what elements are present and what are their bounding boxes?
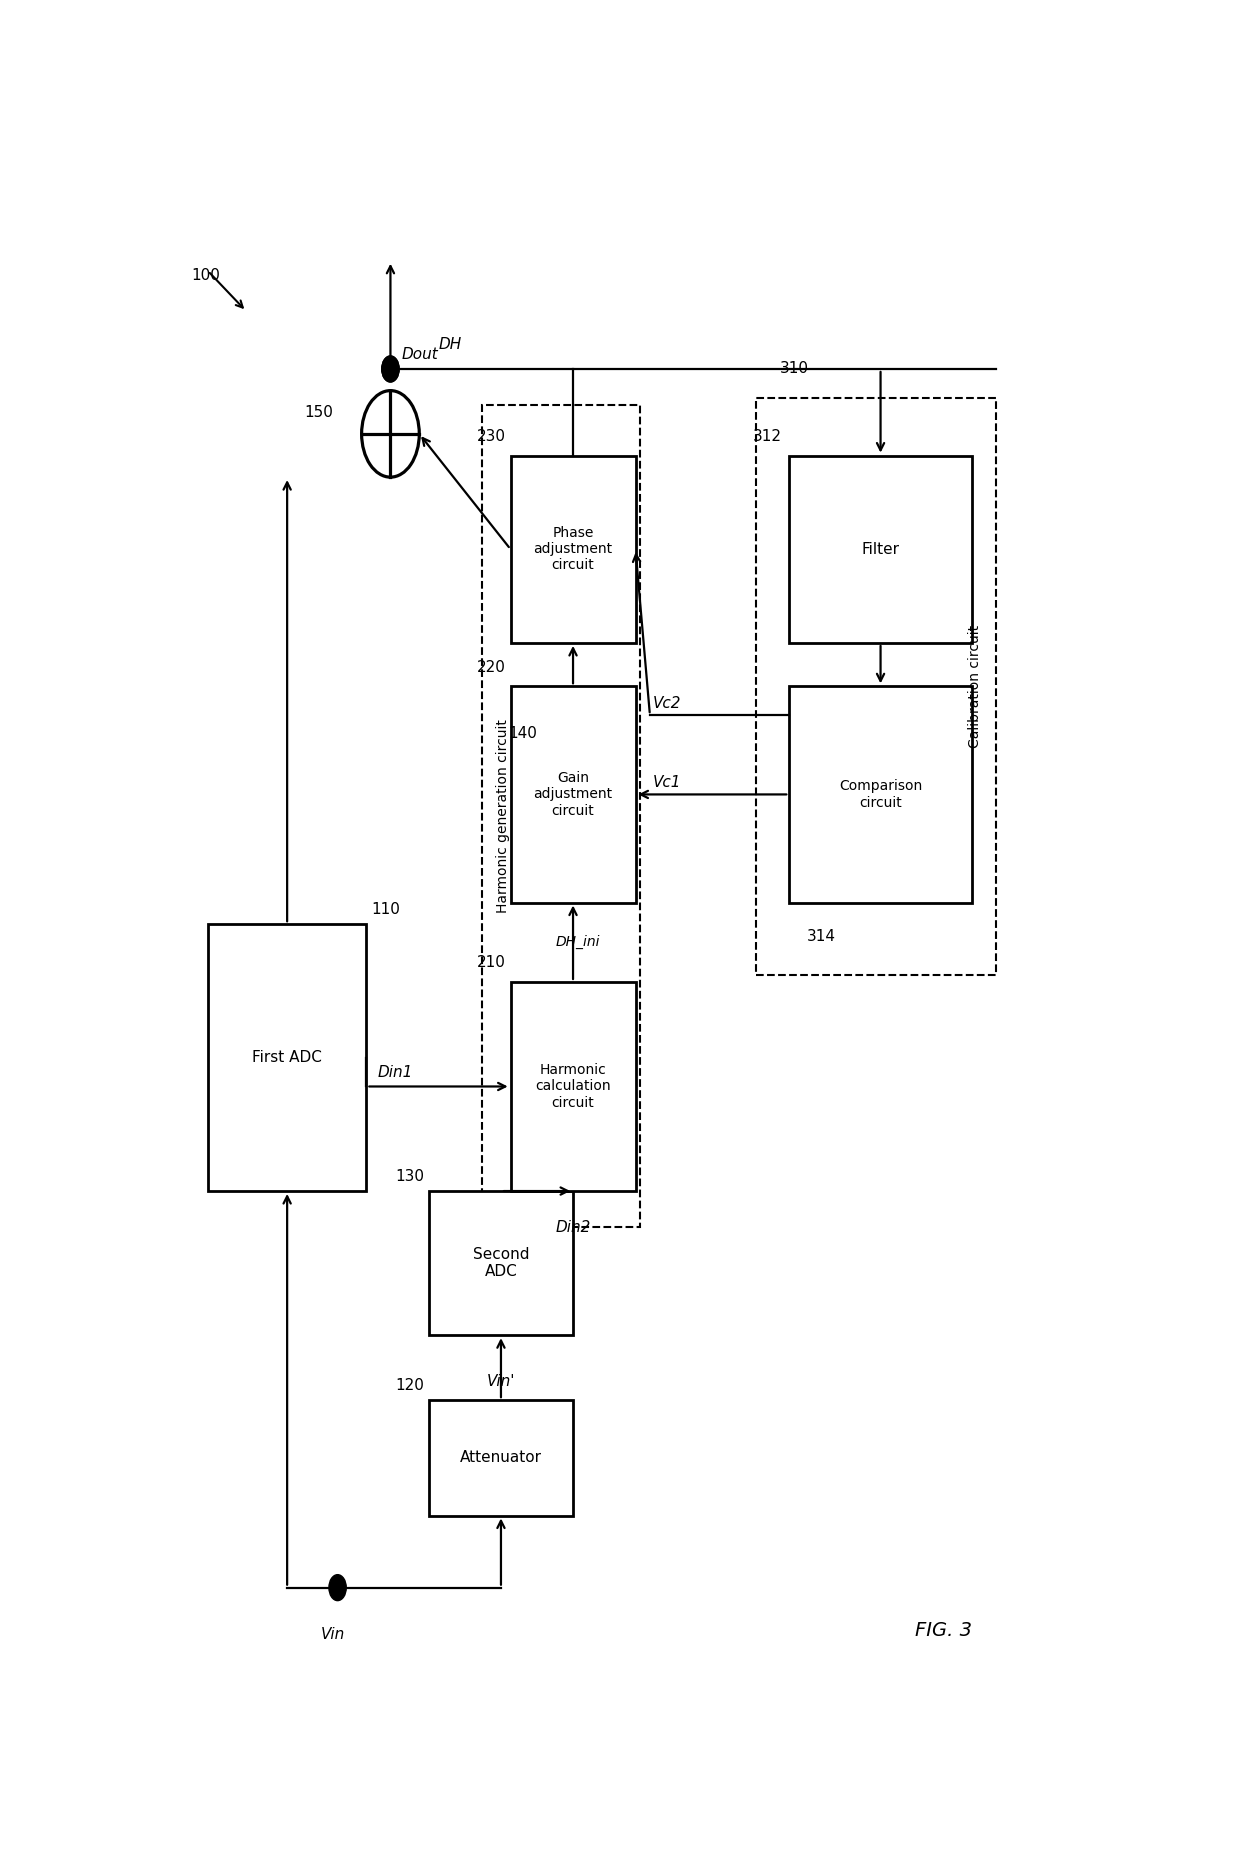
Text: 220: 220 bbox=[477, 659, 506, 674]
Text: Filter: Filter bbox=[862, 541, 899, 556]
Text: DH_ini: DH_ini bbox=[556, 935, 600, 950]
FancyBboxPatch shape bbox=[789, 686, 972, 903]
Text: 100: 100 bbox=[191, 268, 221, 283]
Text: Din2: Din2 bbox=[556, 1219, 590, 1234]
FancyBboxPatch shape bbox=[511, 981, 635, 1191]
Text: Second
ADC: Second ADC bbox=[472, 1247, 529, 1279]
Text: Vin': Vin' bbox=[487, 1373, 515, 1388]
FancyBboxPatch shape bbox=[789, 455, 972, 642]
Text: 140: 140 bbox=[508, 727, 537, 742]
Text: 120: 120 bbox=[396, 1379, 424, 1394]
Circle shape bbox=[382, 356, 399, 382]
FancyBboxPatch shape bbox=[511, 455, 635, 642]
Text: 230: 230 bbox=[476, 429, 506, 444]
FancyBboxPatch shape bbox=[511, 686, 635, 903]
Text: Calibration circuit: Calibration circuit bbox=[967, 626, 982, 747]
Text: 150: 150 bbox=[304, 405, 332, 420]
Text: 314: 314 bbox=[806, 929, 836, 944]
Text: Din1: Din1 bbox=[378, 1064, 413, 1079]
Text: Vin: Vin bbox=[321, 1626, 345, 1641]
Text: 310: 310 bbox=[780, 361, 808, 376]
Text: Vc2: Vc2 bbox=[652, 697, 681, 712]
Text: FIG. 3: FIG. 3 bbox=[915, 1622, 971, 1641]
Text: Dout: Dout bbox=[402, 347, 439, 361]
Text: Phase
adjustment
circuit: Phase adjustment circuit bbox=[533, 526, 613, 573]
Text: DH: DH bbox=[439, 337, 463, 352]
FancyBboxPatch shape bbox=[208, 923, 367, 1191]
Text: Comparison
circuit: Comparison circuit bbox=[839, 779, 923, 809]
Text: 210: 210 bbox=[477, 955, 506, 970]
Text: 312: 312 bbox=[753, 429, 781, 444]
Text: Harmonic
calculation
circuit: Harmonic calculation circuit bbox=[536, 1064, 611, 1109]
Text: Attenuator: Attenuator bbox=[460, 1450, 542, 1465]
Circle shape bbox=[382, 356, 399, 382]
Text: 110: 110 bbox=[371, 903, 401, 918]
FancyBboxPatch shape bbox=[429, 1191, 573, 1335]
Text: First ADC: First ADC bbox=[252, 1051, 322, 1066]
Circle shape bbox=[329, 1575, 346, 1601]
Text: Gain
adjustment
circuit: Gain adjustment circuit bbox=[533, 772, 613, 819]
Text: Vc1: Vc1 bbox=[652, 775, 681, 790]
Text: Harmonic generation circuit: Harmonic generation circuit bbox=[496, 719, 510, 912]
Text: 130: 130 bbox=[396, 1169, 424, 1184]
FancyBboxPatch shape bbox=[429, 1401, 573, 1515]
